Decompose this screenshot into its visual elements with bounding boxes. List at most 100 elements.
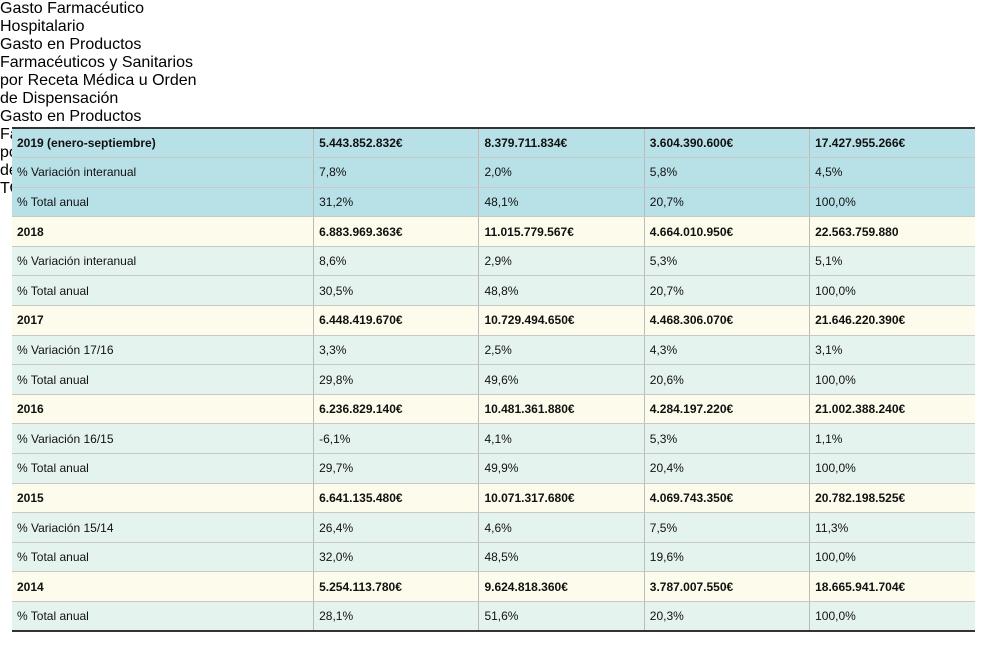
row-label: % Total anual (12, 275, 314, 307)
cell: 49,9% (478, 453, 645, 484)
year-row: 2015 6.641.135.480€ 10.071.317.680€ 4.069.7… (12, 483, 975, 514)
sub-row: % Total anual 30,5% 48,8% 20,7% 100,0% (12, 275, 975, 307)
row-label: % Variación interanual (12, 157, 314, 188)
header-line: Gasto en Productos (0, 108, 142, 125)
cell: -6,1% (313, 423, 479, 455)
cell: 48,1% (478, 187, 645, 218)
cell: 3.604.390.600€ (643, 127, 810, 159)
cell: 22.563.759.880 (809, 216, 975, 247)
year-row: 2018 6.883.969.363€ 11.015.779.567€ 4.664.0… (12, 216, 975, 247)
cell: 29,7% (313, 453, 479, 484)
cell: 21.002.388.240€ (809, 394, 975, 425)
cell: 100,0% (809, 275, 975, 307)
cell: 4,6% (478, 512, 645, 543)
cell: 48,5% (478, 542, 645, 573)
cell: 3.787.007.550€ (643, 571, 810, 602)
sub-row: % Variación 17/16 3,3% 2,5% 4,3% 3,1% (12, 335, 975, 366)
cell: 26,4% (313, 512, 479, 543)
cell: 5,3% (643, 246, 810, 277)
cell: 5,3% (643, 423, 810, 455)
cell: 1,1% (809, 423, 975, 455)
year-row: 2017 6.448.419.670€ 10.729.494.650€ 4.468.3… (12, 305, 975, 336)
sub-row: % Total anual 29,8% 49,6% 20,6% 100,0% (12, 364, 975, 395)
header-line: Farmacéuticos y Sanitarios (0, 54, 193, 71)
cell: 4.664.010.950€ (643, 216, 810, 247)
cell: 4.284.197.220€ (643, 394, 810, 425)
row-label: % Total anual (12, 453, 314, 484)
cell: 51,6% (478, 601, 645, 633)
cell: 4,5% (809, 157, 975, 188)
header-line: Gasto Farmacéutico (0, 0, 145, 17)
cell: 11.015.779.567€ (478, 216, 645, 247)
cell: 4,1% (478, 423, 645, 455)
sub-row: % Total anual 28,1% 51,6% 20,3% 100,0% (12, 601, 975, 633)
cell: 3,1% (809, 335, 975, 366)
cell: 6.883.969.363€ (313, 216, 479, 247)
cell: 100,0% (809, 601, 975, 633)
sub-row: % Variación 15/14 26,4% 4,6% 7,5% 11,3% (12, 512, 975, 543)
cell: 10.729.494.650€ (478, 305, 645, 336)
sub-row: % Total anual 31,2% 48,1% 20,7% 100,0% (12, 187, 975, 218)
cell: 6.236.829.140€ (313, 394, 479, 425)
cell: 10.071.317.680€ (478, 483, 645, 514)
row-label: % Total anual (12, 364, 314, 395)
header-line: de Dispensación (0, 90, 119, 107)
row-label: 2019 (enero-septiembre) (12, 127, 314, 159)
cell: 8,6% (313, 246, 479, 277)
cell: 49,6% (478, 364, 645, 395)
sub-row: % Variación interanual 8,6% 2,9% 5,3% 5,1% (12, 246, 975, 277)
cell: 100,0% (809, 542, 975, 573)
row-label: % Total anual (12, 187, 314, 218)
row-label: 2018 (12, 216, 314, 247)
year-row: 2016 6.236.829.140€ 10.481.361.880€ 4.284.1… (12, 394, 975, 425)
cell: 21.646.220.390€ (809, 305, 975, 336)
cell: 4,3% (643, 335, 810, 366)
row-label: % Variación 16/15 (12, 423, 314, 455)
year-row: 2014 5.254.113.780€ 9.624.818.360€ 3.787.00… (12, 571, 975, 602)
cell: 6.448.419.670€ (313, 305, 479, 336)
sub-row: % Variación 16/15 -6,1% 4,1% 5,3% 1,1% (12, 423, 975, 455)
cell: 20.782.198.525€ (809, 483, 975, 514)
cell: 30,5% (313, 275, 479, 307)
cell: 6.641.135.480€ (313, 483, 479, 514)
cell: 100,0% (809, 453, 975, 484)
row-label: % Variación 17/16 (12, 335, 314, 366)
cell: 28,1% (313, 601, 479, 633)
cell: 7,8% (313, 157, 479, 188)
cell: 4.468.306.070€ (643, 305, 810, 336)
cell: 31,2% (313, 187, 479, 218)
header-area: Gasto Farmacéutico Hospitalario Gasto en P… (0, 0, 985, 197)
cell: 8.379.711.834€ (478, 127, 645, 159)
cell: 32,0% (313, 542, 479, 573)
row-label: 2016 (12, 394, 314, 425)
cell: 18.665.941.704€ (809, 571, 975, 602)
cell: 20,3% (643, 601, 810, 633)
cell: 20,7% (643, 187, 810, 218)
sub-row: % Total anual 32,0% 48,5% 19,6% 100,0% (12, 542, 975, 573)
cell: 100,0% (809, 364, 975, 395)
cell: 19,6% (643, 542, 810, 573)
cell: 2,9% (478, 246, 645, 277)
cell: 2,5% (478, 335, 645, 366)
cell: 100,0% (809, 187, 975, 218)
cell: 17.427.955.266€ (809, 127, 975, 159)
header-line: Hospitalario (0, 18, 85, 35)
cell: 20,6% (643, 364, 810, 395)
year-row: 2019 (enero-septiembre) 5.443.852.832€ 8.3… (12, 127, 975, 159)
cell: 5.443.852.832€ (313, 127, 479, 159)
row-label: % Variación interanual (12, 246, 314, 277)
header-line: Gasto en Productos (0, 36, 142, 53)
cell: 10.481.361.880€ (478, 394, 645, 425)
cell: 5.254.113.780€ (313, 571, 479, 602)
row-label: 2015 (12, 483, 314, 514)
sub-row: % Variación interanual 7,8% 2,0% 5,8% 4,5% (12, 157, 975, 188)
cell: 4.069.743.350€ (643, 483, 810, 514)
cell: 29,8% (313, 364, 479, 395)
column-header: Gasto Farmacéutico Hospitalario (0, 0, 985, 36)
cell: 3,3% (313, 335, 479, 366)
header-line: por Receta Médica u Orden (0, 72, 197, 89)
row-label: 2017 (12, 305, 314, 336)
sub-row: % Total anual 29,7% 49,9% 20,4% 100,0% (12, 453, 975, 484)
